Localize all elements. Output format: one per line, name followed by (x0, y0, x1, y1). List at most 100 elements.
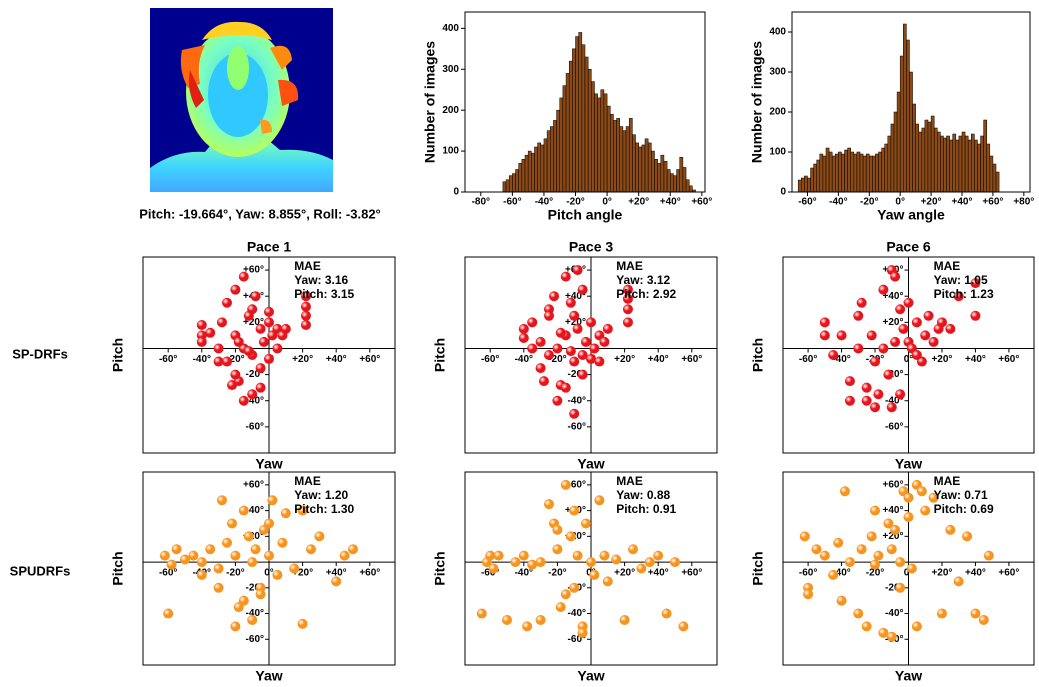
bar (644, 138, 649, 193)
x-axis-label: Yaw angle (877, 207, 945, 223)
bar (527, 150, 532, 193)
annotation: Pitch: 1.23 (934, 287, 994, 301)
bar (682, 167, 687, 193)
point (544, 499, 554, 510)
point (836, 330, 847, 341)
annotation: Yaw: 0.71 (934, 488, 988, 502)
bar (921, 127, 926, 193)
x-tick-label: +20° (292, 568, 313, 579)
x-tick-label: -60° (481, 354, 499, 365)
bar (971, 133, 975, 193)
bar (616, 118, 620, 193)
point (502, 614, 512, 625)
bar (540, 144, 545, 193)
bar (899, 55, 904, 193)
bar (940, 135, 944, 193)
point (247, 614, 258, 625)
bar (989, 155, 994, 193)
bar (670, 173, 674, 193)
x-tick-label: +20° (292, 354, 313, 365)
x-axis-label: Yaw (895, 456, 922, 472)
bar (543, 138, 548, 193)
image-caption: Pitch: -19.664°, Yaw: 8.855°, Roll: -3.8… (139, 206, 381, 221)
point (923, 310, 934, 321)
bar (531, 152, 535, 193)
bar (853, 153, 858, 193)
point (250, 291, 261, 302)
bar (964, 135, 969, 193)
bar (927, 121, 932, 193)
point (493, 550, 504, 561)
x-tick-label: -60° (798, 197, 816, 208)
bar (955, 139, 960, 193)
row-label: SPUDRFs (10, 563, 71, 578)
bar (622, 130, 627, 193)
point (277, 537, 288, 548)
y-tick-label: +20° (883, 317, 904, 328)
point (962, 531, 973, 542)
x-tick-label: -40° (832, 354, 850, 365)
x-tick-label: +40° (648, 354, 669, 365)
point (895, 389, 906, 400)
bar (804, 175, 808, 193)
x-tick-label: -40° (515, 568, 533, 579)
point (227, 518, 238, 529)
x-axis-label: Yaw (255, 456, 282, 472)
point (895, 557, 906, 568)
point (348, 544, 358, 555)
annotation: Pitch: 1.30 (294, 502, 354, 516)
point (911, 317, 922, 328)
x-tick-label: +60° (998, 568, 1019, 579)
point (580, 518, 591, 529)
point (870, 559, 881, 570)
x-tick-label: +20° (614, 568, 635, 579)
point (911, 350, 922, 360)
y-tick-label: +20° (243, 317, 264, 328)
y-tick-label: -40° (246, 395, 264, 406)
x-tick-label: -20° (226, 354, 244, 365)
x-tick-label: -60° (503, 197, 521, 208)
point (255, 589, 266, 600)
point (222, 537, 232, 548)
point (485, 550, 496, 561)
point (555, 602, 566, 613)
point (535, 363, 546, 374)
bar (553, 120, 557, 193)
bar (565, 73, 570, 193)
point (622, 304, 633, 315)
point (895, 582, 906, 593)
annotation: MAE (934, 259, 961, 273)
point (890, 271, 901, 282)
point (602, 323, 613, 334)
x-tick-label: +20° (921, 197, 942, 208)
bar (505, 179, 510, 193)
bar (977, 143, 981, 193)
point (222, 297, 232, 308)
point (569, 505, 580, 516)
annotation: Yaw: 0.88 (616, 488, 670, 502)
y-tick-label: +20° (883, 531, 904, 542)
bar (673, 175, 677, 193)
point (569, 408, 580, 419)
x-tick-label: -40° (193, 354, 211, 365)
bar (967, 139, 972, 193)
annotation: MAE (616, 474, 643, 488)
x-tick-label: -80° (472, 197, 490, 208)
point (205, 544, 216, 555)
annotation: Yaw: 1.20 (294, 488, 348, 502)
annotation: MAE (616, 259, 643, 273)
point (238, 505, 249, 516)
point (670, 557, 680, 568)
bar (638, 146, 643, 193)
bar (850, 151, 855, 193)
bar (831, 155, 836, 193)
point (196, 569, 207, 580)
bar (518, 163, 523, 193)
point (243, 346, 254, 357)
point (970, 278, 981, 289)
point (622, 293, 633, 304)
point (552, 343, 563, 354)
point (560, 479, 571, 490)
bar (534, 146, 538, 193)
bar (906, 39, 910, 193)
